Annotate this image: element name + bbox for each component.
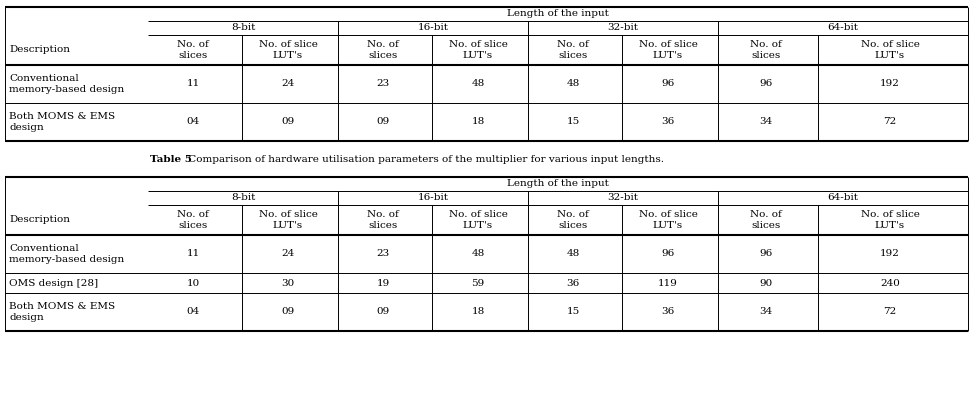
Text: Both MOMS & EMS
design: Both MOMS & EMS design [9, 112, 115, 132]
Text: 96: 96 [759, 250, 773, 259]
Text: Description: Description [9, 215, 70, 225]
Text: 8-bit: 8-bit [230, 23, 255, 32]
Text: 23: 23 [377, 250, 389, 259]
Text: 11: 11 [186, 250, 200, 259]
Text: Table 5: Table 5 [150, 154, 192, 164]
Text: No. of slice
LUT's: No. of slice LUT's [861, 40, 919, 60]
Text: 72: 72 [883, 118, 897, 126]
Text: 34: 34 [759, 118, 773, 126]
Text: 36: 36 [566, 278, 580, 288]
Text: 96: 96 [662, 250, 674, 259]
Text: 36: 36 [662, 118, 674, 126]
Text: No. of slice
LUT's: No. of slice LUT's [861, 210, 919, 230]
Text: 192: 192 [880, 250, 900, 259]
Text: 48: 48 [471, 250, 485, 259]
Text: 18: 18 [471, 118, 485, 126]
Text: No. of slice
LUT's: No. of slice LUT's [638, 40, 698, 60]
Text: 59: 59 [471, 278, 485, 288]
Text: 15: 15 [566, 307, 580, 316]
Text: 192: 192 [880, 80, 900, 88]
Text: 16-bit: 16-bit [418, 23, 449, 32]
Text: 04: 04 [186, 118, 200, 126]
Text: 04: 04 [186, 307, 200, 316]
Text: Description: Description [9, 46, 70, 55]
Text: 48: 48 [471, 80, 485, 88]
Text: 24: 24 [281, 250, 295, 259]
Text: No. of slice
LUT's: No. of slice LUT's [638, 210, 698, 230]
Text: 64-bit: 64-bit [828, 194, 859, 202]
Text: 30: 30 [281, 278, 295, 288]
Text: 09: 09 [281, 307, 295, 316]
Text: Comparison of hardware utilisation parameters of the multiplier for various inpu: Comparison of hardware utilisation param… [185, 154, 664, 164]
Text: No. of slice
LUT's: No. of slice LUT's [259, 40, 317, 60]
Text: 240: 240 [880, 278, 900, 288]
Text: No. of
slices: No. of slices [557, 40, 589, 60]
Text: 32-bit: 32-bit [607, 23, 638, 32]
Text: Conventional
memory-based design: Conventional memory-based design [9, 244, 124, 264]
Text: No. of
slices: No. of slices [751, 210, 782, 230]
Text: 16-bit: 16-bit [418, 194, 449, 202]
Text: Length of the input: Length of the input [508, 10, 609, 19]
Text: Length of the input: Length of the input [508, 179, 609, 189]
Text: 90: 90 [759, 278, 773, 288]
Text: 34: 34 [759, 307, 773, 316]
Text: 09: 09 [377, 307, 389, 316]
Text: 24: 24 [281, 80, 295, 88]
Text: No. of
slices: No. of slices [177, 40, 209, 60]
Text: 72: 72 [883, 307, 897, 316]
Text: 32-bit: 32-bit [607, 194, 638, 202]
Text: 19: 19 [377, 278, 389, 288]
Text: No. of
slices: No. of slices [367, 40, 399, 60]
Text: No. of
slices: No. of slices [177, 210, 209, 230]
Text: 64-bit: 64-bit [828, 23, 859, 32]
Text: No. of
slices: No. of slices [367, 210, 399, 230]
Text: 09: 09 [281, 118, 295, 126]
Text: No. of slice
LUT's: No. of slice LUT's [449, 40, 508, 60]
Text: 119: 119 [658, 278, 678, 288]
Text: 18: 18 [471, 307, 485, 316]
Text: No. of slice
LUT's: No. of slice LUT's [259, 210, 317, 230]
Text: 48: 48 [566, 250, 580, 259]
Text: OMS design [28]: OMS design [28] [9, 278, 99, 288]
Text: Conventional
memory-based design: Conventional memory-based design [9, 74, 124, 94]
Text: 10: 10 [186, 278, 200, 288]
Text: 96: 96 [759, 80, 773, 88]
Text: No. of
slices: No. of slices [557, 210, 589, 230]
Text: 15: 15 [566, 118, 580, 126]
Text: 8-bit: 8-bit [230, 194, 255, 202]
Text: 09: 09 [377, 118, 389, 126]
Text: 48: 48 [566, 80, 580, 88]
Text: 11: 11 [186, 80, 200, 88]
Text: No. of slice
LUT's: No. of slice LUT's [449, 210, 508, 230]
Text: 36: 36 [662, 307, 674, 316]
Text: 96: 96 [662, 80, 674, 88]
Text: Both MOMS & EMS
design: Both MOMS & EMS design [9, 302, 115, 322]
Text: 23: 23 [377, 80, 389, 88]
Text: No. of
slices: No. of slices [751, 40, 782, 60]
